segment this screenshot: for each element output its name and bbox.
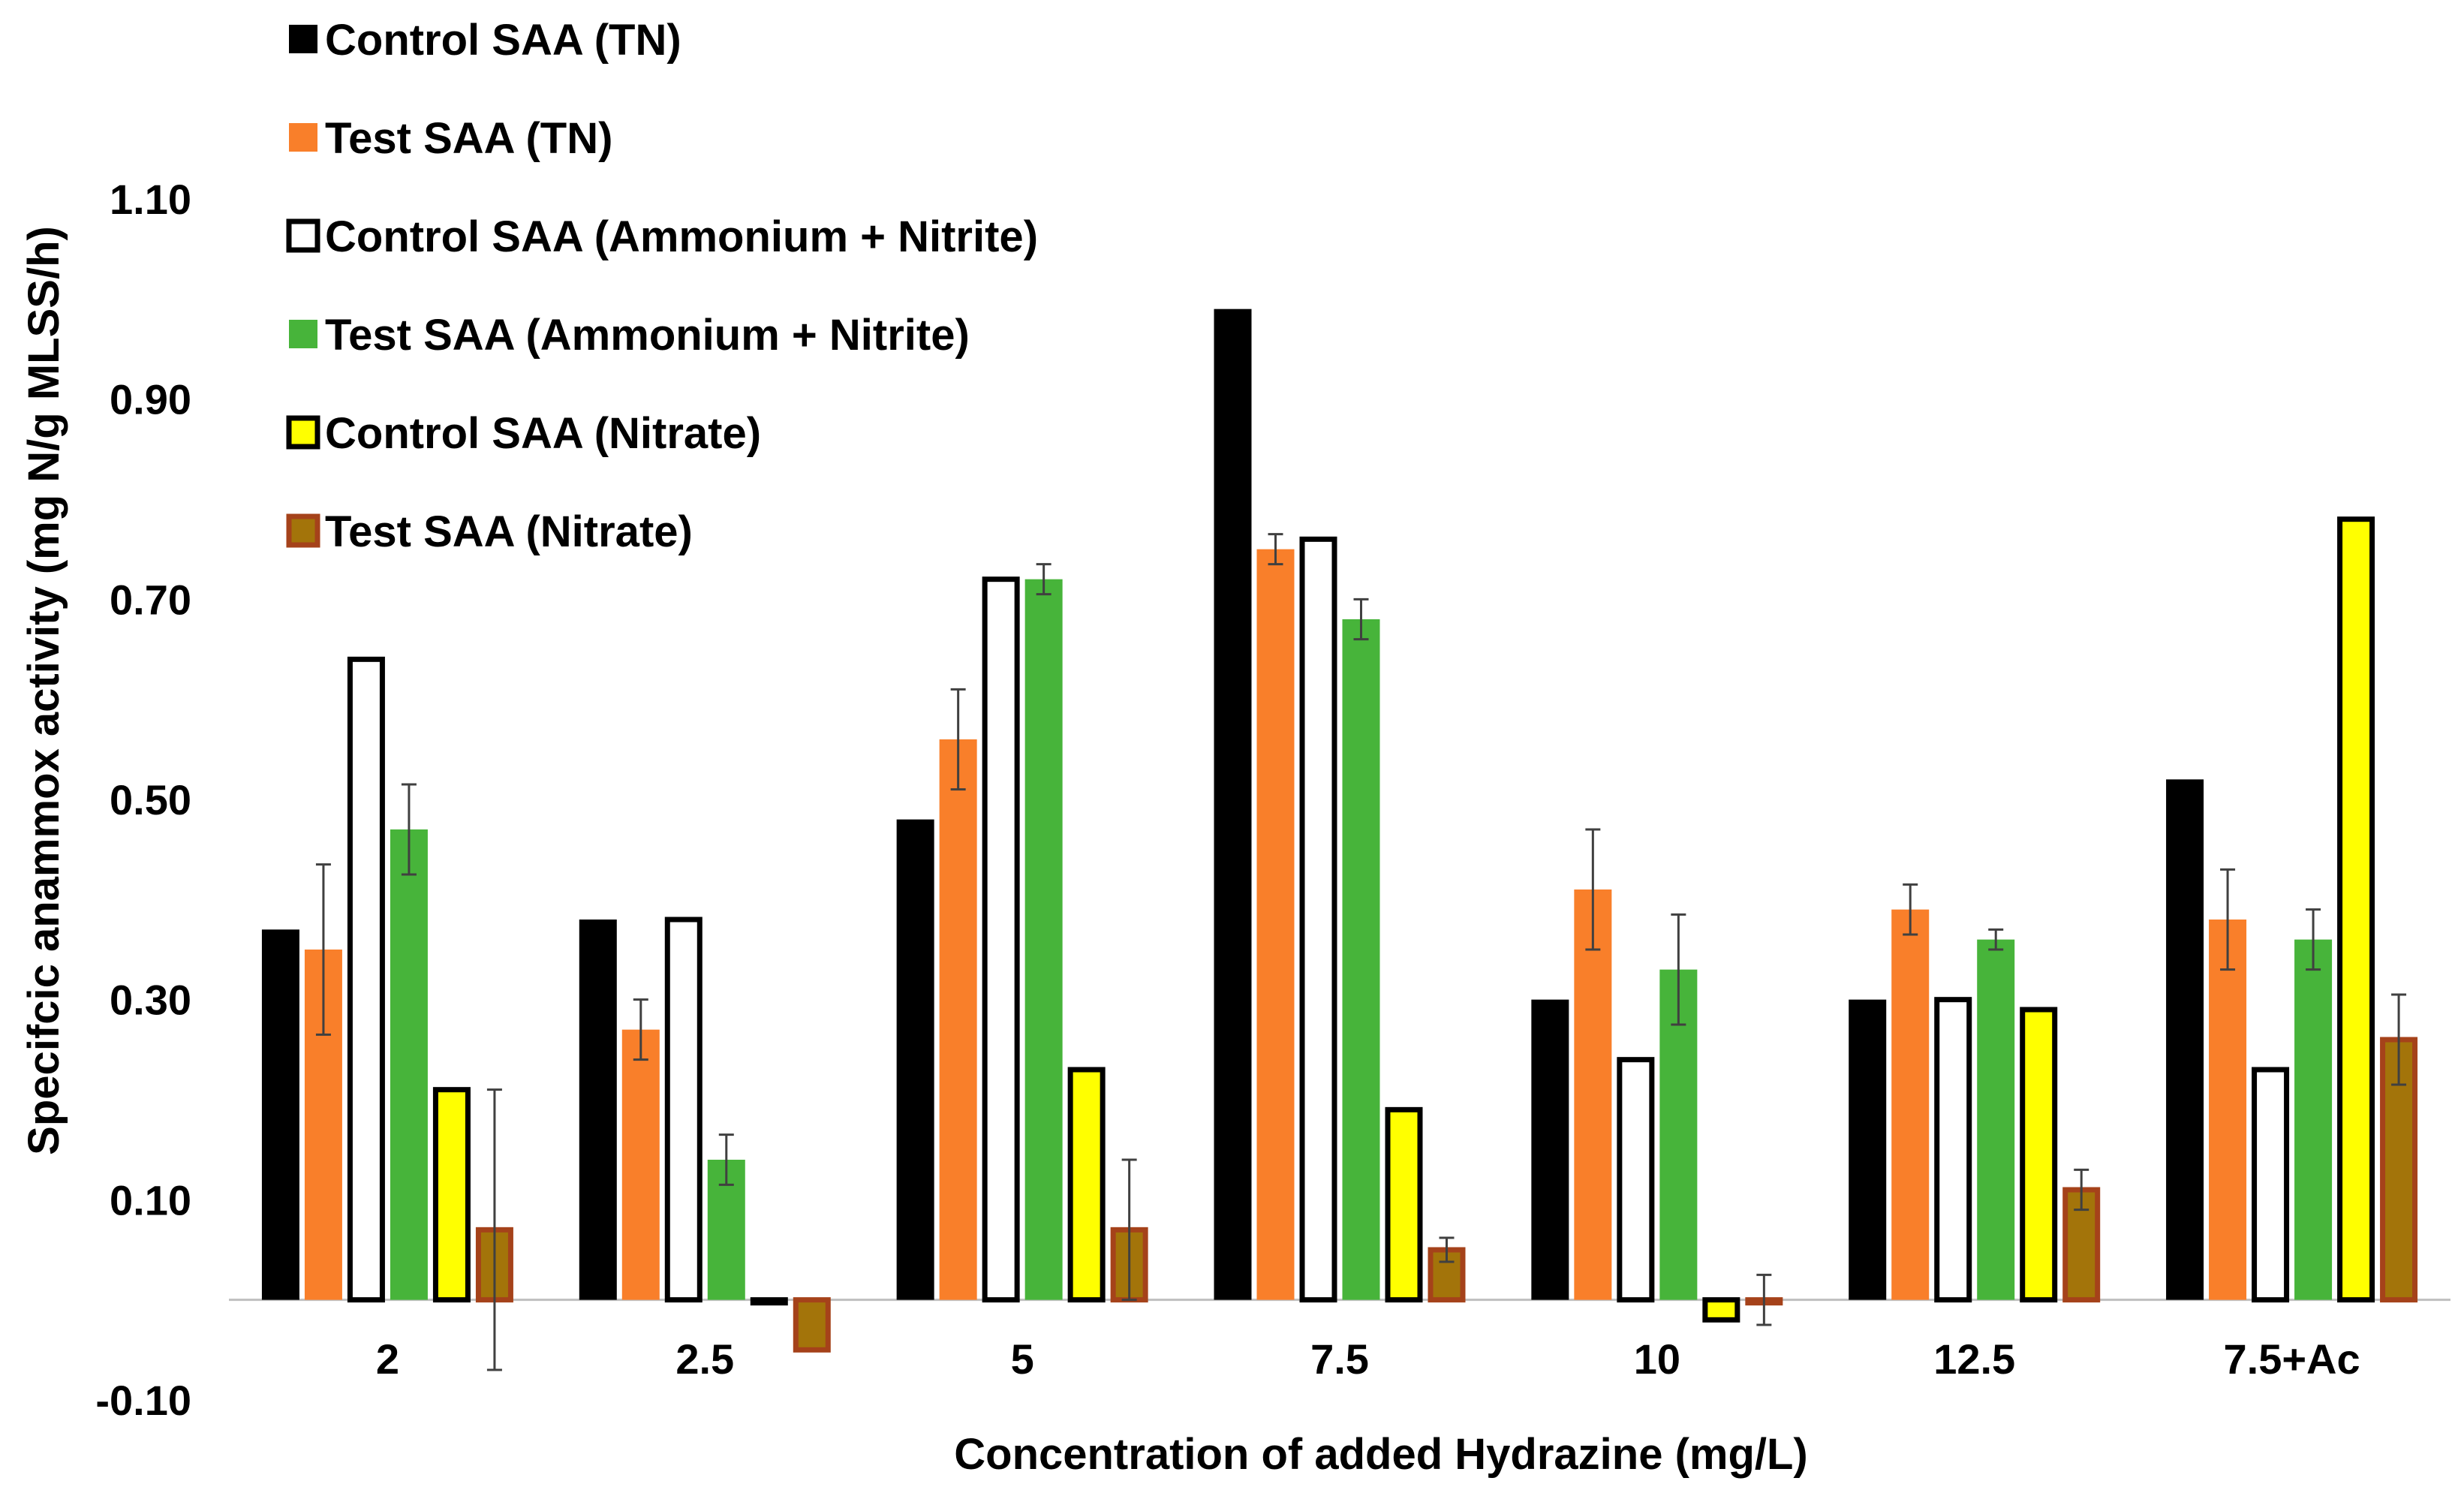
y-tick-label: -0.10: [95, 1377, 191, 1424]
bar: [1024, 579, 1063, 1300]
bar: [432, 1087, 471, 1303]
bar: [2062, 1187, 2101, 1303]
legend-label: Test SAA (TN): [325, 114, 612, 163]
legend-swatch: [286, 513, 320, 548]
legend: Control SAA (TN) Test SAA (TN) Control SAA…: [286, 16, 1038, 556]
x-tick-label: 7.5: [1310, 1335, 1369, 1383]
y-tick-label: 0.90: [110, 376, 191, 423]
legend-swatch: [286, 218, 320, 253]
bar: [1702, 1297, 1740, 1323]
legend-swatch: [289, 25, 317, 53]
bar: [1067, 1067, 1106, 1303]
bar: [1574, 889, 1612, 1300]
x-tick-label: 10: [1634, 1335, 1680, 1383]
legend-swatch: [286, 415, 320, 450]
bar: [2252, 1067, 2290, 1303]
bar: [1891, 909, 1930, 1300]
x-tick-label: 5: [1011, 1335, 1034, 1383]
legend-label: Test SAA (Ammonium + Nitrite): [325, 311, 970, 360]
bar: [390, 829, 428, 1300]
x-tick-label: 7.5+Ac: [2224, 1335, 2360, 1383]
bar: [939, 739, 977, 1300]
bar: [896, 819, 934, 1300]
bar: [982, 576, 1020, 1303]
legend-label: Test SAA (Nitrate): [325, 507, 693, 556]
bar: [579, 920, 617, 1300]
bar: [1977, 939, 2015, 1300]
y-axis-title: Specifcic anammox activity (mg N/g MLSS/…: [20, 226, 68, 1155]
bars-group: [261, 309, 2418, 1353]
y-tick-label: 0.70: [110, 576, 191, 623]
bar: [2166, 779, 2204, 1300]
x-tick-label: 12.5: [1933, 1335, 2015, 1383]
y-tick-label: 1.10: [110, 176, 191, 223]
legend-label: Control SAA (Nitrate): [325, 409, 761, 458]
legend-label: Control SAA (TN): [325, 16, 681, 65]
error-bars-group: [315, 533, 2407, 1371]
bar: [347, 656, 385, 1303]
bar: [1256, 549, 1295, 1300]
bar: [2209, 920, 2247, 1300]
legend-swatch: [289, 123, 317, 152]
x-axis-title: Concentration of added Hydrazine (mg/L): [954, 1430, 1808, 1479]
bar: [2020, 1007, 2058, 1303]
y-tick-label: 0.50: [110, 776, 191, 823]
bar: [2337, 516, 2375, 1303]
bar: [1342, 619, 1380, 1300]
bar: [1214, 309, 1252, 1300]
bar: [1934, 997, 1972, 1303]
legend-swatch: [289, 320, 317, 348]
bar: [1385, 1106, 1423, 1303]
bar: [261, 929, 299, 1300]
y-tick-label: 0.10: [110, 1176, 191, 1224]
bar: [2294, 939, 2333, 1300]
bar: [664, 917, 702, 1303]
x-tick-label: 2.5: [675, 1335, 734, 1383]
bar: [1617, 1057, 1655, 1303]
bar: [1299, 536, 1337, 1303]
x-tick-label: 2: [376, 1335, 399, 1383]
bar: [1531, 999, 1569, 1300]
bar: [621, 1029, 660, 1300]
legend-label: Control SAA (Ammonium + Nitrite): [325, 212, 1038, 261]
bar: [793, 1297, 831, 1353]
y-tick-label: 0.30: [110, 977, 191, 1024]
bar: [750, 1297, 788, 1306]
bar: [1849, 999, 1887, 1300]
